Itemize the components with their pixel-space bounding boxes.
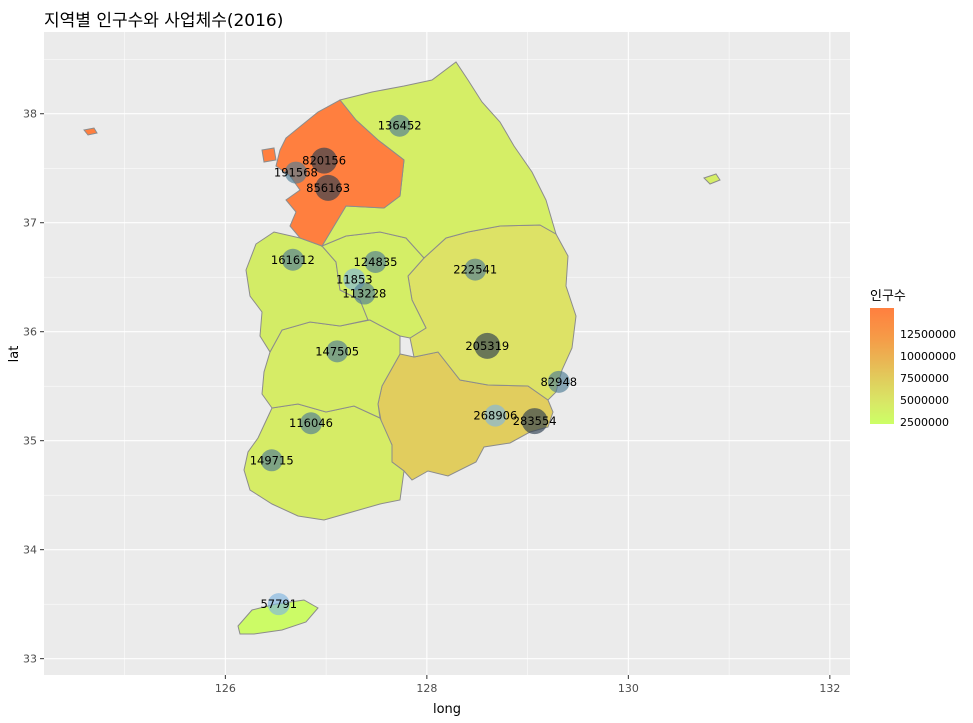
region-ulleungdo — [703, 173, 721, 185]
bubble-label: 283554 — [513, 414, 557, 428]
y-tick-label: 33 — [23, 653, 37, 666]
bubble-label: 57791 — [260, 597, 297, 611]
bubble-marker — [364, 250, 387, 273]
x-axis-title: long — [433, 702, 461, 717]
legend-title: 인구수 — [870, 289, 906, 304]
legend: 인구수 12500000 10000000 7500000 5000000 25… — [870, 285, 956, 429]
y-tick-label: 34 — [23, 544, 37, 557]
bubble-label: 191568 — [274, 166, 318, 180]
bubble-marker — [547, 370, 570, 393]
x-axis-ticks: 126 128 130 132 — [215, 675, 840, 695]
bubble-label: 149715 — [250, 453, 294, 467]
x-tick-label: 130 — [618, 682, 639, 695]
bubble-marker — [260, 449, 283, 472]
bubble-marker — [315, 174, 342, 201]
bubble-label: 147505 — [315, 344, 359, 358]
bubble-label: 82948 — [541, 375, 578, 389]
bubble-label: 161612 — [271, 253, 315, 267]
bubble-label: 124835 — [354, 255, 398, 269]
legend-label: 10000000 — [900, 350, 956, 363]
legend-label: 7500000 — [900, 372, 949, 385]
legend-label: 2500000 — [900, 416, 949, 429]
x-tick-label: 128 — [416, 682, 437, 695]
bubble-marker — [281, 248, 304, 271]
bubble-marker — [326, 340, 349, 363]
chart-title: 지역별 인구수와 사업체수(2016) — [44, 11, 284, 31]
y-tick-label: 37 — [23, 217, 37, 230]
island-ganghwa — [261, 147, 277, 163]
y-axis-ticks: 33 34 35 36 37 38 — [23, 108, 44, 666]
bubble-label: 222541 — [453, 263, 497, 277]
legend-colorbar — [870, 308, 894, 424]
bubble-marker — [299, 412, 322, 435]
bubble-label: 113228 — [342, 287, 386, 301]
bubble-label: 136452 — [378, 119, 422, 133]
y-tick-label: 38 — [23, 108, 37, 121]
gridlines — [44, 32, 850, 675]
y-tick-label: 36 — [23, 326, 37, 339]
region-jeju — [237, 599, 319, 635]
bubble-label: 11853 — [336, 272, 373, 286]
bubble-label: 205319 — [465, 339, 509, 353]
bubble-marker — [521, 408, 548, 435]
bubble-marker — [284, 161, 307, 184]
bubble-layer — [260, 114, 570, 616]
y-axis-title: lat — [7, 346, 22, 363]
legend-label: 5000000 — [900, 394, 949, 407]
bubble-marker — [474, 332, 501, 359]
x-tick-label: 126 — [215, 682, 236, 695]
bubble-marker — [388, 114, 411, 137]
bubble-marker — [484, 404, 507, 427]
y-tick-label: 35 — [23, 435, 37, 448]
bubble-label: 820156 — [302, 154, 346, 168]
bubble-label: 116046 — [289, 416, 333, 430]
legend-label: 12500000 — [900, 328, 956, 341]
bubble-label: 856163 — [306, 181, 350, 195]
bubble-marker — [464, 258, 487, 281]
bubble-marker — [353, 282, 376, 305]
bubble-marker — [311, 147, 338, 174]
bubble-label: 268906 — [473, 409, 517, 423]
x-tick-label: 132 — [819, 682, 840, 695]
bubble-marker — [267, 593, 290, 616]
province-regions — [83, 61, 721, 635]
island-baengnyeong — [83, 127, 98, 136]
